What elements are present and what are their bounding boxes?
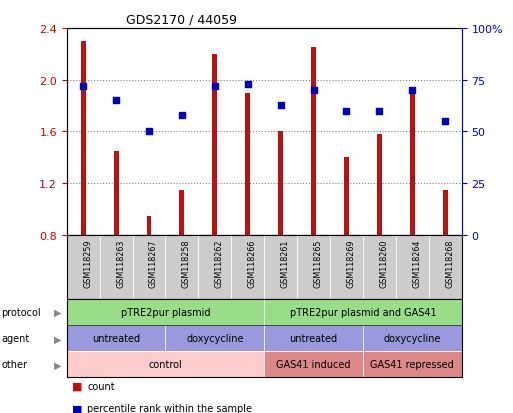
Text: ▶: ▶ [54, 307, 62, 318]
Text: GSM118260: GSM118260 [380, 239, 388, 287]
Text: GSM118266: GSM118266 [248, 239, 256, 287]
Text: doxycycline: doxycycline [186, 333, 244, 344]
Point [441, 119, 449, 125]
Bar [212, 55, 218, 235]
Text: pTRE2pur plasmid and GAS41: pTRE2pur plasmid and GAS41 [290, 307, 436, 318]
Text: protocol: protocol [1, 307, 41, 318]
Point [277, 102, 285, 109]
Bar [443, 190, 448, 235]
Bar [245, 93, 250, 235]
Bar [344, 158, 349, 235]
Bar [410, 93, 415, 235]
Text: GAS41 induced: GAS41 induced [277, 359, 351, 370]
Bar [180, 190, 184, 235]
Text: GSM118259: GSM118259 [83, 239, 92, 287]
Point [408, 88, 417, 94]
Text: doxycycline: doxycycline [384, 333, 441, 344]
Text: ▶: ▶ [54, 359, 62, 370]
Text: ▶: ▶ [54, 333, 62, 344]
Text: GSM118265: GSM118265 [313, 239, 323, 287]
Text: GAS41 repressed: GAS41 repressed [370, 359, 454, 370]
Text: ■: ■ [72, 381, 82, 391]
Bar [377, 135, 382, 235]
Text: untreated: untreated [289, 333, 338, 344]
Point [376, 108, 384, 115]
Text: GSM118261: GSM118261 [281, 239, 290, 287]
Bar [81, 42, 86, 235]
Text: agent: agent [1, 333, 29, 344]
Text: GSM118268: GSM118268 [445, 239, 454, 287]
Text: GSM118264: GSM118264 [412, 239, 421, 287]
Text: pTRE2pur plasmid: pTRE2pur plasmid [121, 307, 210, 318]
Text: GSM118269: GSM118269 [346, 239, 356, 287]
Point [145, 129, 153, 135]
Point [211, 83, 219, 90]
Text: other: other [1, 359, 27, 370]
Bar [113, 152, 119, 235]
Text: untreated: untreated [92, 333, 140, 344]
Point [309, 88, 318, 94]
Text: GSM118263: GSM118263 [116, 239, 125, 287]
Point [112, 98, 120, 104]
Text: ■: ■ [72, 404, 82, 413]
Text: GSM118262: GSM118262 [215, 239, 224, 287]
Bar [311, 48, 316, 235]
Text: percentile rank within the sample: percentile rank within the sample [87, 404, 252, 413]
Point [244, 81, 252, 88]
Text: count: count [87, 381, 115, 391]
Point [79, 83, 87, 90]
Point [178, 112, 186, 119]
Point [342, 108, 350, 115]
Text: GSM118267: GSM118267 [149, 239, 158, 287]
Text: GSM118258: GSM118258 [182, 239, 191, 287]
Text: GDS2170 / 44059: GDS2170 / 44059 [126, 13, 237, 26]
Bar [278, 132, 283, 235]
Bar [147, 216, 151, 235]
Text: control: control [149, 359, 182, 370]
